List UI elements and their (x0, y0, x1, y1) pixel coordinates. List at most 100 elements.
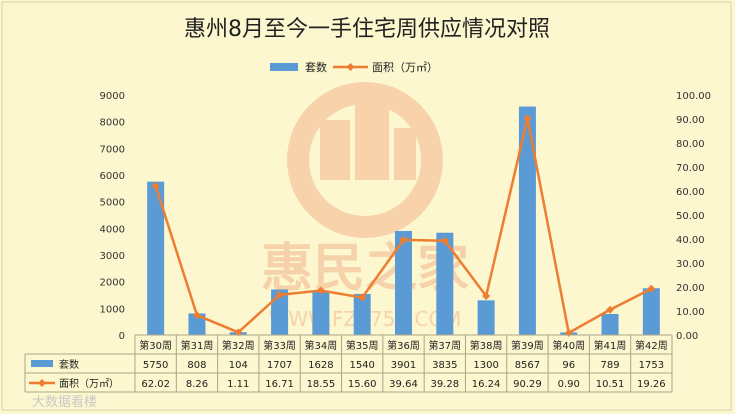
bar-data-label: 3901 (391, 360, 416, 371)
right-axis-tick-label: 70.00 (676, 163, 705, 174)
bar-mark (436, 232, 454, 335)
x-axis-tick-label: 第30周 (139, 339, 172, 352)
bar-data-label: 1540 (349, 360, 374, 371)
line-data-label: 15.60 (348, 379, 377, 390)
bar-data-label: 1628 (308, 360, 333, 371)
bar-mark (353, 293, 371, 335)
watermark-logo: 惠民之家 WWW.FZ0752.COM (261, 82, 469, 331)
bar-mark (601, 313, 619, 335)
chart-border (1, 1, 732, 411)
right-axis: 0.00 10.00 20.00 30.00 40.00 50.00 60.00 70.00 8… (676, 91, 711, 342)
data-table: 第30周 第31周 第32周 第33周 第34周 第35周 第36周 第37周 第38周 第39周… (24, 334, 673, 393)
x-axis-tick-label: 第33周 (263, 339, 296, 352)
bar-data-label: 1300 (473, 360, 498, 371)
line-data-label: 39.28 (430, 379, 459, 390)
bar-mark (271, 289, 289, 335)
line-point (482, 292, 491, 301)
bar-mark (147, 181, 165, 335)
line-point (440, 236, 449, 245)
bar-data-label: 8567 (515, 360, 540, 371)
line-point (358, 293, 367, 302)
right-axis-tick-label: 80.00 (676, 139, 705, 150)
line-point (316, 286, 325, 295)
right-axis-tick-label: 20.00 (676, 283, 705, 294)
bar-mark (642, 288, 660, 335)
right-axis-tick-label: 10.00 (676, 307, 705, 318)
left-axis-tick-label: 5000 (100, 198, 125, 209)
table-legend-swatch-bar (31, 360, 53, 367)
line-data-label: 1.11 (227, 379, 249, 390)
bar-mark (395, 230, 412, 335)
line-point (234, 328, 243, 337)
left-axis-tick-label: 1000 (100, 304, 125, 315)
line-data-label: 16.24 (472, 379, 501, 390)
bar-series (147, 106, 660, 336)
line-point (151, 182, 160, 191)
bar-data-label: 1707 (267, 360, 292, 371)
left-axis-tick-label: 3000 (100, 251, 125, 262)
line-point (647, 284, 656, 293)
x-axis-tick-label: 第42周 (635, 339, 668, 352)
bar-mark (477, 300, 495, 335)
bar-mark (188, 313, 206, 335)
right-axis-tick-label: 0.00 (676, 331, 698, 342)
chart-title: 惠州8月至今一手住宅周供应情况对照 (184, 17, 550, 42)
line-point (192, 311, 201, 320)
x-axis-tick-label: 第36周 (387, 339, 420, 352)
watermark-text: 惠民之家 (261, 239, 469, 299)
x-axis-tick-label: 第34周 (305, 339, 338, 352)
left-axis-tick-label: 8000 (100, 118, 125, 129)
x-axis-tick-label: 第35周 (346, 339, 379, 352)
bar-data-label: 1753 (639, 360, 664, 371)
bar-data-label: 5750 (143, 360, 168, 371)
table-legend-marker-line (38, 379, 46, 387)
x-axis-tick-label: 第39周 (511, 339, 544, 352)
bar-data-label: 808 (187, 360, 206, 371)
line-point (399, 235, 408, 244)
line-point (275, 290, 284, 299)
line-data-label: 8.26 (186, 379, 208, 390)
line-data-label: 0.90 (558, 379, 580, 390)
bar-data-label: 3835 (432, 360, 457, 371)
left-axis-tick-label: 9000 (100, 91, 125, 102)
line-data-label: 19.26 (637, 379, 666, 390)
bar-mark (518, 106, 536, 336)
line-point (523, 114, 532, 123)
left-axis-tick-label: 4000 (100, 224, 125, 235)
legend-label-line: 面积（万㎡） (372, 61, 438, 74)
source-watermark: 大数据看楼 (32, 394, 97, 410)
line-data-label: 10.51 (596, 379, 625, 390)
bar-mark (312, 291, 330, 335)
right-axis-tick-label: 60.00 (676, 187, 705, 198)
table-row-label-bar: 套数 (59, 358, 79, 371)
line-data-label: 18.55 (307, 379, 336, 390)
right-axis-tick-label: 100.00 (676, 91, 711, 102)
left-axis-tick-label: 6000 (100, 171, 125, 182)
right-axis-tick-label: 50.00 (676, 211, 705, 222)
x-axis-tick-label: 第31周 (181, 339, 214, 352)
left-axis-tick-label: 7000 (100, 144, 125, 155)
left-axis-tick-label: 2000 (100, 278, 125, 289)
line-point (606, 305, 615, 314)
line-data-label: 16.71 (265, 379, 294, 390)
table-row-label-line: 面积（万㎡） (59, 378, 119, 390)
left-axis: 0 1000 2000 3000 4000 5000 6000 7000 8000 9000 (100, 91, 125, 342)
legend-swatch-bar (270, 63, 298, 71)
right-axis-tick-label: 90.00 (676, 115, 705, 126)
right-axis-tick-label: 30.00 (676, 259, 705, 270)
right-axis-tick-label: 40.00 (676, 235, 705, 246)
x-axis-tick-label: 第38周 (470, 339, 503, 352)
left-axis-tick-label: 0 (119, 331, 125, 342)
x-axis-tick-label: 第37周 (428, 339, 461, 352)
x-axis-tick-label: 第41周 (594, 339, 627, 352)
bar-data-label: 104 (229, 360, 248, 371)
legend-marker-line (346, 63, 355, 71)
legend-label-bar: 套数 (305, 61, 327, 74)
line-data-label: 90.29 (513, 379, 542, 390)
bar-data-label: 96 (562, 360, 575, 371)
x-axis-tick-label: 第32周 (222, 339, 255, 352)
x-axis-tick-label: 第40周 (552, 339, 585, 352)
bar-data-label: 789 (600, 360, 619, 371)
